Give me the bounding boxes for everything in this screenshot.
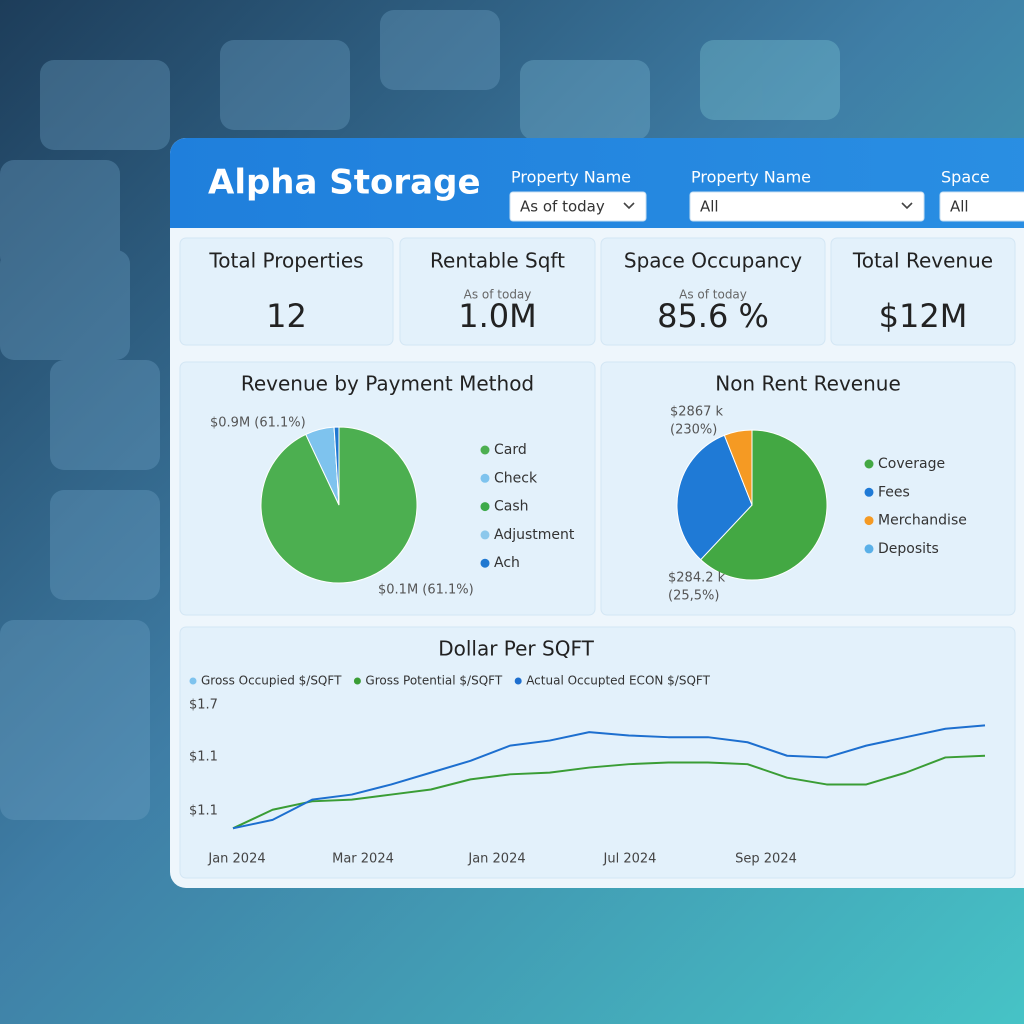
pie-slice	[699, 429, 828, 581]
legend-label: Deposits	[878, 541, 939, 557]
kpi-title: Rentable Sqft	[430, 249, 565, 273]
kpi-title: Total Revenue	[852, 249, 993, 273]
legend-label: Card	[494, 442, 527, 458]
dropdown-chevron[interactable]	[901, 202, 913, 210]
dropdown[interactable]	[509, 191, 647, 222]
card	[179, 237, 394, 346]
pie-slice	[333, 426, 340, 506]
kpi-subtitle: As of today	[464, 288, 532, 302]
legend-swatch	[864, 516, 874, 526]
chart-title: Dollar Per SQFT	[438, 637, 594, 661]
filter-label: Space	[941, 168, 990, 187]
app-title: Alpha Storage	[208, 163, 481, 203]
x-axis-label: Jan 2024	[207, 852, 265, 867]
filter-label: Property Name	[691, 168, 811, 187]
card	[830, 237, 1016, 346]
x-axis-label: Mar 2024	[332, 852, 394, 867]
legend-label: Cash	[494, 499, 529, 515]
legend-swatch	[189, 677, 197, 685]
legend-label: Ach	[494, 555, 520, 571]
x-axis-label: Sep 2024	[735, 852, 797, 867]
dropdown-value[interactable]: All	[950, 198, 969, 216]
legend-label: Coverage	[878, 456, 945, 472]
dropdown[interactable]	[689, 191, 925, 222]
slice-annotation: $284.2 k	[668, 571, 726, 586]
legend-label: Check	[494, 470, 538, 486]
x-axis-label: Jul 2024	[603, 852, 657, 867]
slice-annotation: (25,5%)	[668, 589, 719, 604]
legend-swatch	[864, 487, 874, 497]
y-axis-label: $1.1	[189, 804, 218, 819]
card	[399, 237, 596, 346]
y-axis-label: $1.7	[189, 698, 218, 713]
line-series	[232, 724, 986, 830]
keyboard-keys	[0, 10, 840, 820]
y-axis-label: $1.1	[189, 750, 218, 765]
dropdown-chevron[interactable]	[623, 202, 635, 210]
kpi-value: 85.6 %	[657, 297, 769, 335]
legend-label: Gross Potential $/SQFT	[365, 674, 502, 688]
kpi-value: 1.0M	[458, 297, 537, 335]
kpi-subtitle: As of today	[679, 288, 747, 302]
card	[600, 237, 826, 346]
slice-annotation: $0.9M (61.1%)	[210, 416, 306, 431]
panel: Alpha Storage Property Name As of today Pro…	[170, 138, 1024, 888]
dropdown[interactable]	[939, 191, 1024, 222]
legend-label: Merchandise	[878, 513, 967, 529]
kpi-title: Space Occupancy	[624, 249, 802, 273]
chart-title: Revenue by Payment Method	[241, 372, 534, 396]
legend-swatch	[480, 502, 490, 512]
legend-swatch	[864, 459, 874, 469]
slice-annotation: $0.1M (61.1%)	[378, 583, 474, 598]
slice-annotation: $2867 k	[670, 405, 723, 420]
x-axis-label: Jan 2024	[467, 852, 525, 867]
legend-swatch	[864, 544, 874, 554]
line-series	[232, 754, 986, 830]
chart-title: Non Rent Revenue	[715, 372, 901, 396]
legend-swatch	[480, 473, 490, 483]
legend-swatch	[480, 530, 490, 540]
dropdown-value[interactable]: All	[700, 198, 719, 216]
kpi-value: 12	[266, 297, 307, 335]
legend-label: Adjustment	[494, 527, 575, 543]
pie-slice	[676, 434, 753, 561]
legend-swatch	[480, 445, 490, 455]
filter-label: Property Name	[511, 168, 631, 187]
kpi-title: Total Properties	[208, 249, 363, 273]
legend-label: Actual Occupted ECON $/SQFT	[526, 674, 710, 688]
legend-label: Fees	[878, 484, 910, 500]
legend-swatch	[480, 558, 490, 568]
slice-annotation: (230%)	[670, 423, 717, 438]
legend-swatch	[514, 677, 522, 685]
kpi-value: $12M	[879, 297, 968, 335]
legend-label: Gross Occupied $/SQFT	[201, 674, 342, 688]
legend-swatch	[353, 677, 361, 685]
dropdown-value[interactable]: As of today	[520, 198, 605, 216]
card	[179, 626, 1016, 879]
